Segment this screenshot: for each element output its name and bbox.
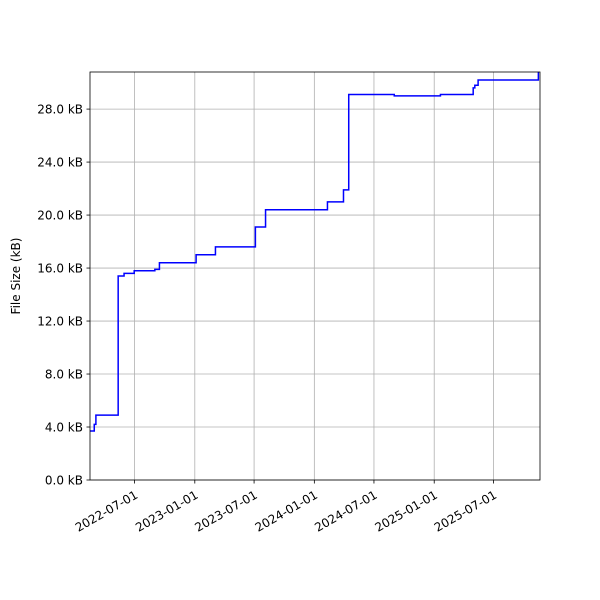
y-tick-label: 8.0 kB <box>45 368 83 382</box>
y-tick-label: 16.0 kB <box>37 262 83 276</box>
y-tick-label: 24.0 kB <box>37 156 83 170</box>
y-tick-label: 28.0 kB <box>37 103 83 117</box>
y-tick-label: 20.0 kB <box>37 209 83 223</box>
y-tick-label: 4.0 kB <box>45 421 83 435</box>
series-line <box>90 72 540 432</box>
plot-frame <box>89 71 541 481</box>
y-tick-label: 0.0 kB <box>45 474 83 488</box>
y-axis-label: File Size (kB) <box>9 238 23 315</box>
series-layer <box>90 72 540 432</box>
y-tick-label: 12.0 kB <box>37 315 83 329</box>
grid-lines <box>90 72 540 481</box>
